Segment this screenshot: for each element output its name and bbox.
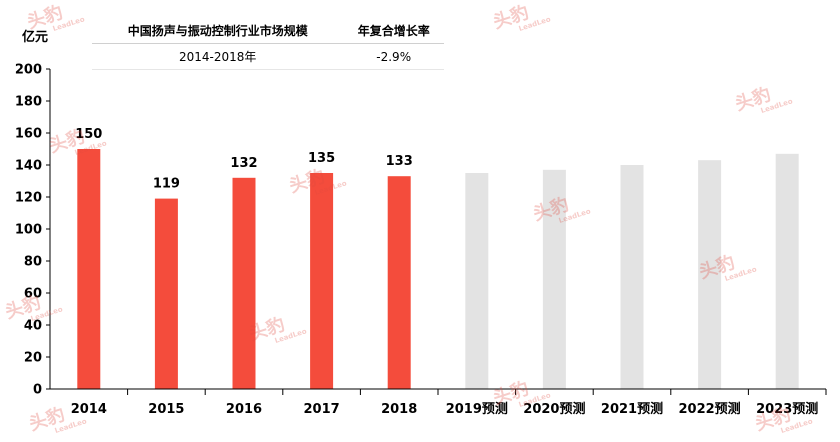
y-tick-label: 180 (15, 95, 42, 110)
actual-bar (387, 176, 411, 389)
y-tick-label: 100 (15, 223, 42, 238)
x-tick-label: 2017 (304, 402, 340, 417)
y-tick-label: 80 (24, 255, 42, 270)
y-tick-label: 60 (24, 287, 42, 302)
forecast-bar (465, 173, 489, 389)
y-tick-label: 140 (15, 159, 42, 174)
x-tick-label: 2018 (381, 402, 417, 417)
bar-data-label: 119 (153, 177, 180, 192)
y-tick-label: 120 (15, 191, 42, 206)
actual-bar (310, 173, 334, 389)
x-axis: 2014 2015 2016 2017 2018 2019预测 2020预测 2021预测 20… (50, 388, 827, 417)
x-tick-label: 2014 (71, 402, 107, 417)
y-tick-label: 20 (24, 351, 42, 366)
x-tick-label: 2022预测 (679, 401, 741, 417)
y-tick-label: 160 (15, 127, 42, 142)
bars: 150 119 132 135 133 (75, 127, 799, 389)
x-tick-label: 2015 (148, 402, 184, 417)
forecast-bar (542, 169, 566, 389)
x-tick-label: 2019预测 (446, 401, 508, 417)
forecast-bar (698, 160, 722, 389)
bar-data-label: 135 (308, 151, 335, 166)
actual-bar (154, 198, 178, 389)
info-table-col2-value: -2.9% (343, 43, 444, 70)
actual-bar (77, 149, 101, 389)
info-table-col2-header: 年复合增长率 (343, 18, 444, 44)
info-table-col1-value: 2014-2018年 (92, 43, 344, 70)
x-tick-label: 2020预测 (523, 401, 585, 417)
x-tick-label: 2016 (226, 402, 262, 417)
bar-data-label: 132 (230, 156, 257, 171)
x-tick-label: 2021预测 (601, 401, 663, 417)
y-axis-unit: 亿元 (22, 30, 49, 45)
forecast-bar (775, 153, 799, 389)
forecast-bar (620, 165, 644, 389)
y-axis: 0 20 40 60 80 100 120 140 160 180 200 (15, 63, 51, 398)
actual-bar (232, 177, 256, 389)
y-tick-label: 40 (24, 319, 42, 334)
y-tick-label: 0 (33, 383, 42, 398)
bar-data-label: 133 (386, 154, 413, 169)
info-table-col1-header: 中国扬声与振动控制行业市场规模 (92, 18, 344, 44)
x-tick-label: 2023预测 (756, 401, 818, 417)
info-table: 中国扬声与振动控制行业市场规模 年复合增长率 2014-2018年 -2.9% (92, 18, 444, 70)
bar-data-label: 150 (75, 127, 102, 142)
y-tick-label: 200 (15, 63, 42, 78)
